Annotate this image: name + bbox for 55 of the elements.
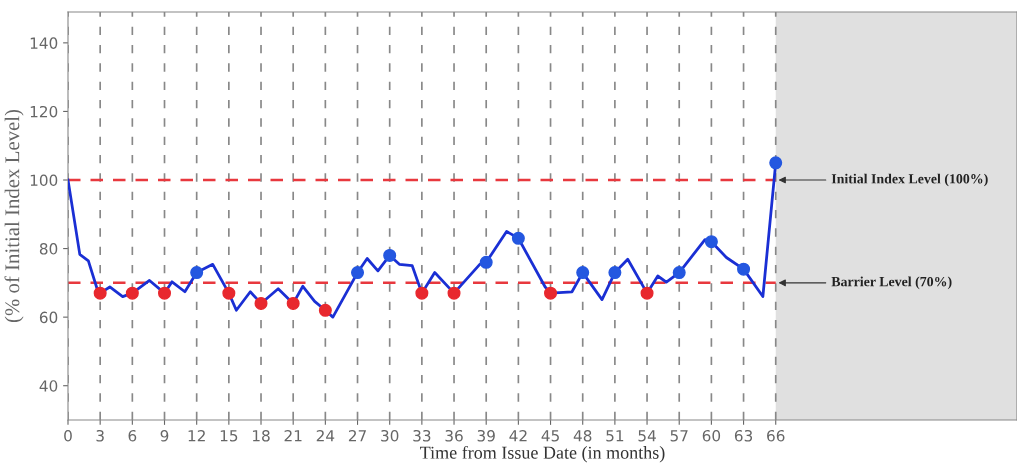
point [415, 286, 429, 300]
point [190, 266, 204, 280]
x-tick-label: 36 [445, 429, 463, 442]
x-tick-label: 63 [734, 429, 753, 442]
point [672, 266, 686, 280]
y-tick-label: 40 [39, 380, 58, 392]
x-tick-label: 24 [316, 429, 335, 442]
x-tick-label: 12 [188, 429, 205, 442]
point [447, 286, 461, 300]
x-tick-label: 45 [541, 430, 559, 442]
point [769, 156, 783, 170]
point [704, 235, 718, 249]
x-tick-label: 6 [128, 429, 137, 442]
point [383, 248, 397, 262]
y-tick-label: 100 [30, 174, 58, 187]
x-tick-label: 60 [702, 429, 721, 442]
point [125, 286, 139, 300]
point [158, 286, 172, 300]
x-tick-label: 18 [252, 429, 270, 442]
y-axis-title: (% of Initial Index Level) [4, 109, 24, 323]
point [640, 286, 654, 300]
x-tick-label: 42 [509, 429, 527, 442]
y-tick-label: 80 [39, 243, 58, 255]
x-tick-label: 15 [220, 430, 238, 442]
point [222, 286, 236, 300]
y-tick-label: 120 [30, 105, 58, 118]
point [511, 231, 525, 245]
point [576, 266, 590, 280]
x-tick-label: 21 [284, 429, 302, 442]
point [286, 296, 300, 310]
point [254, 296, 268, 310]
point [93, 286, 107, 300]
point [479, 255, 493, 269]
x-tick-label: 9 [160, 429, 169, 442]
point [608, 266, 622, 280]
point [737, 262, 751, 276]
x-axis-title: Time from Issue Date (in months) [420, 445, 665, 463]
x-tick-label: 30 [381, 429, 399, 442]
x-tick-label: 66 [767, 429, 785, 442]
x-tick-label: 0 [64, 429, 72, 442]
point [351, 266, 365, 280]
point [544, 286, 558, 300]
point [318, 303, 332, 317]
x-tick-label: 48 [573, 429, 592, 442]
x-tick-label: 54 [638, 430, 656, 442]
y-tick-label: 60 [39, 311, 58, 324]
x-tick-label: 39 [477, 429, 495, 442]
x-tick-label: 51 [606, 430, 624, 442]
x-tick-label: 27 [348, 429, 366, 442]
y-tick-label: 140 [30, 37, 58, 49]
x-tick-label: 3 [96, 429, 104, 442]
ref-line-label: Barrier Level (70%) [831, 276, 952, 290]
x-tick-label: 33 [413, 429, 431, 442]
x-tick-label: 57 [670, 430, 688, 442]
ref-line-label: Initial Index Level (100%) [831, 173, 988, 187]
